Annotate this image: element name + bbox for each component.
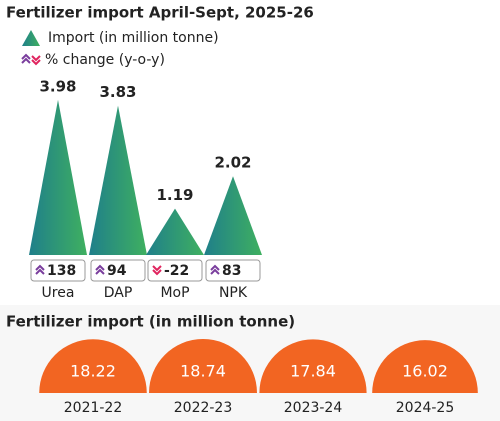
category-label: DAP xyxy=(104,285,133,301)
chart-title: Fertilizer import April-Sept, 2025-26 xyxy=(6,4,314,22)
change-box xyxy=(205,259,261,282)
legend-icon xyxy=(21,53,41,66)
change-icon xyxy=(95,264,105,271)
change-icon xyxy=(210,268,220,275)
triangle xyxy=(29,99,87,255)
value-label: 18.74 xyxy=(180,362,226,381)
change-label: 94 xyxy=(107,263,127,279)
change-label: 83 xyxy=(222,263,241,279)
semicircle xyxy=(259,339,367,393)
triangle xyxy=(89,105,147,255)
value-label: 17.84 xyxy=(290,362,336,381)
change-icon xyxy=(210,264,220,271)
triangle xyxy=(204,176,262,255)
category-label: 2024-25 xyxy=(396,400,455,416)
value-label: 1.19 xyxy=(156,186,193,204)
change-label: -22 xyxy=(164,263,189,279)
category-label: 2022-23 xyxy=(174,400,233,416)
category-label: Urea xyxy=(42,285,75,301)
value-label: 3.83 xyxy=(99,83,136,101)
value-label: 2.02 xyxy=(214,154,251,172)
value-label: 16.02 xyxy=(402,362,448,381)
triangle xyxy=(146,208,204,255)
change-label: 138 xyxy=(47,263,76,279)
category-label: 2021-22 xyxy=(64,400,123,416)
legend-label: Import (in million tonne) xyxy=(48,30,219,46)
change-icon xyxy=(95,268,105,275)
change-box xyxy=(30,259,86,282)
change-icon xyxy=(35,264,45,271)
change-icon xyxy=(35,268,45,275)
semicircle xyxy=(149,339,257,393)
semicircle xyxy=(39,339,147,393)
change-icon xyxy=(152,265,162,272)
change-box xyxy=(90,259,146,282)
change-icon xyxy=(152,269,162,276)
legend-icon xyxy=(22,30,40,46)
chart-title: Fertilizer import (in million tonne) xyxy=(6,313,295,331)
legend-label: % change (y-o-y) xyxy=(45,52,165,68)
category-label: 2023-24 xyxy=(284,400,343,416)
value-label: 18.22 xyxy=(70,362,116,381)
category-label: MoP xyxy=(160,285,189,301)
change-box xyxy=(147,259,203,282)
category-label: NPK xyxy=(219,285,248,301)
value-label: 3.98 xyxy=(39,77,76,95)
semicircle xyxy=(372,340,478,393)
